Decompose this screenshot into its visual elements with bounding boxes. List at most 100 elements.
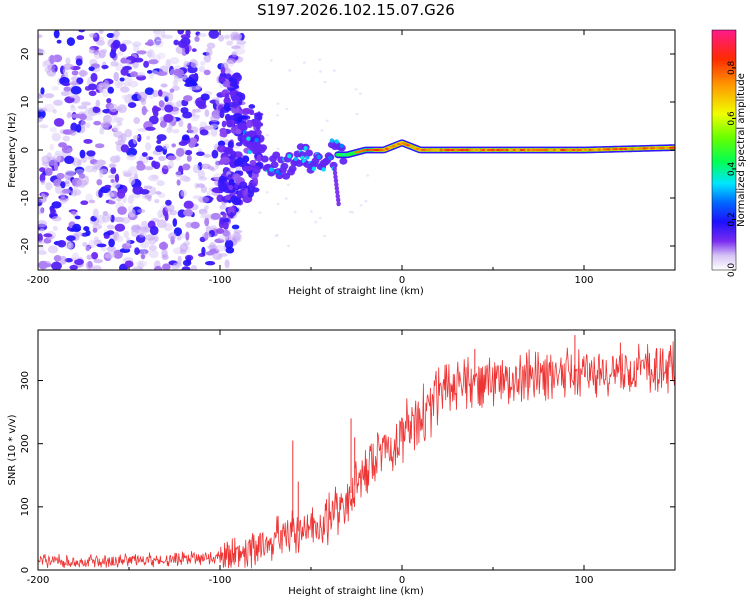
heatmap-ytick-label: 20 — [20, 48, 31, 61]
heatmap-cell — [169, 88, 175, 93]
heatmap-cell — [318, 216, 322, 220]
heatmap-cell — [258, 211, 262, 214]
heatmap-cell — [318, 58, 322, 61]
heatmap-cell — [40, 180, 46, 185]
heatmap-cell — [121, 94, 132, 100]
heatmap-cell — [272, 151, 281, 159]
heatmap-cell — [79, 70, 88, 76]
heatmap-cell — [127, 166, 138, 176]
heatmap-cell — [85, 165, 95, 173]
heatmap-cell — [117, 189, 126, 199]
heatmap-cell — [231, 224, 240, 230]
heatmap-cell — [190, 115, 199, 122]
heatmap-cell — [171, 143, 177, 148]
heatmap-cell — [190, 265, 197, 270]
heatmap-cell — [93, 258, 103, 264]
heatmap-cell — [156, 134, 167, 142]
heatmap-cell — [120, 86, 130, 93]
heatmap-cell — [56, 172, 65, 180]
snr-ylabel: SNR (10 * v/v) — [7, 414, 18, 485]
heatmap-cell — [108, 190, 113, 196]
heatmap-cell — [187, 122, 192, 131]
heatmap-cell — [161, 241, 166, 250]
heatmap-cell — [269, 59, 273, 62]
colorbar-gradient — [712, 30, 736, 270]
heatmap-cell — [137, 208, 146, 214]
heatmap-cell — [122, 39, 132, 45]
heatmap-cell — [91, 265, 102, 270]
heatmap-cell — [219, 253, 228, 257]
heatmap-cell — [228, 101, 238, 108]
heatmap-cell — [53, 255, 62, 262]
heatmap-cell — [270, 161, 279, 169]
heatmap-cell — [220, 127, 227, 136]
heatmap-cell — [136, 163, 146, 171]
snr-series — [38, 335, 675, 569]
heatmap-cell — [198, 176, 208, 181]
heatmap-cell — [203, 205, 209, 210]
colorbar-tick-label: 0.4 — [727, 162, 737, 177]
heatmap-cell — [87, 155, 94, 161]
heatmap-cell — [260, 155, 269, 163]
heatmap-cell — [121, 216, 131, 224]
heatmap-cell — [88, 66, 95, 72]
heatmap-cell — [332, 166, 337, 172]
heatmap-cell — [60, 91, 70, 97]
heatmap-cell — [90, 72, 98, 82]
heatmap-cell — [43, 233, 53, 238]
heatmap-cell — [117, 104, 127, 114]
heatmap-cell — [334, 185, 339, 191]
heatmap-cell — [201, 212, 210, 219]
heatmap-cell — [252, 119, 262, 128]
heatmap-cell — [149, 186, 157, 196]
heatmap-cell — [119, 77, 125, 82]
heatmap-cell — [224, 259, 230, 269]
heatmap-cell — [242, 107, 252, 114]
heatmap-cell — [136, 50, 147, 55]
colorbar-tick-label: 0.2 — [727, 212, 737, 226]
heatmap-cell — [194, 35, 200, 43]
heatmap-cell — [325, 119, 329, 122]
heatmap-cell — [85, 229, 91, 237]
heatmap-cell — [157, 209, 163, 219]
heatmap-cell — [144, 142, 152, 151]
heatmap-cell — [156, 180, 165, 187]
heatmap-cell — [100, 122, 112, 127]
heatmap-cell — [203, 69, 211, 76]
heatmap-cell — [210, 128, 218, 137]
heatmap-cell — [210, 114, 220, 123]
heatmap-cell — [168, 122, 173, 131]
heatmap-cell — [126, 154, 137, 161]
heatmap-ytick-label: 0 — [20, 147, 31, 153]
heatmap-cell — [87, 77, 92, 86]
heatmap-cell — [188, 85, 200, 91]
heatmap-cell — [128, 80, 139, 88]
heatmap-cell — [47, 64, 56, 71]
heatmap-cell — [314, 221, 318, 224]
heatmap-cell — [126, 147, 138, 157]
heatmap-cell — [158, 100, 165, 108]
heatmap-cell — [83, 226, 90, 232]
heatmap-cell — [178, 40, 188, 48]
heatmap-xtick-label: -200 — [27, 275, 50, 286]
heatmap-cell — [150, 70, 159, 75]
heatmap-cell — [265, 133, 269, 137]
heatmap-cell — [185, 47, 190, 55]
heatmap-cell — [124, 75, 133, 83]
heatmap-cell — [220, 156, 231, 164]
heatmap-cell — [153, 110, 159, 118]
heatmap-cell — [242, 155, 250, 163]
heatmap-cell — [224, 113, 231, 121]
heatmap-cell — [333, 174, 338, 180]
heatmap-cell — [87, 83, 98, 91]
heatmap-cell — [91, 251, 99, 260]
heatmap-cell — [224, 239, 234, 250]
heatmap-cell — [76, 178, 87, 189]
heatmap-cell — [303, 146, 308, 151]
heatmap-cell — [75, 169, 85, 174]
heatmap-cell — [53, 178, 63, 187]
heatmap-cell — [355, 112, 359, 116]
heatmap-cell — [269, 167, 274, 172]
heatmap-cell — [110, 60, 119, 67]
heatmap-cell — [173, 68, 184, 77]
